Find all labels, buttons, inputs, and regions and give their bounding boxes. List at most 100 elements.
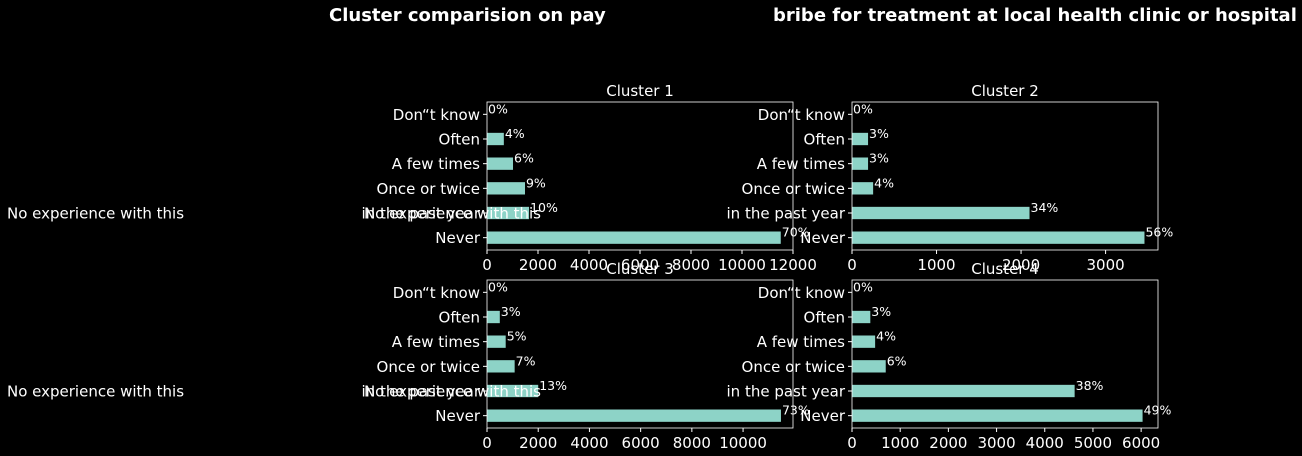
- overlay-category-label: No experience with this: [7, 205, 184, 223]
- x-tick-label: 0: [482, 434, 492, 452]
- y-tick-label: A few times: [392, 333, 480, 351]
- y-tick-label: A few times: [757, 155, 845, 173]
- y-tick-label: Once or twice: [742, 180, 845, 198]
- bar-percent-label: 6%: [514, 151, 534, 166]
- bar-percent-label: 34%: [1031, 200, 1059, 215]
- y-tick-label: Never: [800, 407, 846, 425]
- bar: [487, 310, 500, 324]
- y-tick-label: Once or twice: [377, 358, 480, 376]
- bar-percent-label: 5%: [507, 329, 527, 344]
- x-tick-label: 4000: [570, 256, 608, 274]
- bar: [852, 182, 874, 195]
- bar: [852, 384, 1075, 398]
- y-tick-label: Often: [804, 131, 845, 149]
- x-tick-label: 3000: [1086, 256, 1124, 274]
- x-tick-label: 8000: [672, 256, 710, 274]
- overlay-category-label: No experience with this: [7, 383, 184, 401]
- bar: [852, 409, 1143, 422]
- subplot-title: Cluster 4: [971, 260, 1039, 278]
- x-tick-label: 4000: [570, 434, 608, 452]
- y-tick-label: Often: [439, 309, 480, 327]
- bar-percent-label: 56%: [1145, 225, 1173, 240]
- subplot-title: Cluster 1: [606, 82, 674, 100]
- y-tick-label: Once or twice: [742, 358, 845, 376]
- x-tick-label: 6000: [622, 434, 660, 452]
- x-tick-label: 3000: [977, 434, 1015, 452]
- y-tick-label: in the past year: [727, 205, 846, 223]
- figure-title-left: Cluster comparision on pay: [329, 5, 606, 26]
- bar: [852, 335, 876, 348]
- bar: [487, 157, 514, 170]
- y-tick-label: in the past year: [727, 383, 846, 401]
- y-tick-label: in the past year: [362, 205, 481, 223]
- y-tick-label: Often: [804, 309, 845, 327]
- overlay-category-label: No experience with this: [364, 383, 541, 401]
- bar-percent-label: 70%: [782, 225, 810, 240]
- subplot-title: Cluster 2: [971, 82, 1039, 100]
- x-tick-label: 2000: [929, 434, 967, 452]
- y-tick-label: Never: [800, 229, 846, 247]
- bar-percent-label: 0%: [488, 279, 508, 294]
- x-tick-label: 6000: [621, 256, 659, 274]
- y-tick-label: Don“t know: [393, 284, 480, 302]
- axes-frame: [851, 279, 1159, 429]
- bar: [487, 360, 515, 373]
- axes-frame: [486, 279, 794, 429]
- bar-percent-label: 9%: [526, 175, 546, 190]
- y-tick-label: Don“t know: [393, 106, 480, 124]
- y-tick-label: Never: [435, 229, 481, 247]
- y-tick-label: in the past year: [362, 383, 481, 401]
- bar-percent-label: 0%: [853, 101, 873, 116]
- bar-percent-label: 49%: [1144, 403, 1172, 418]
- y-tick-label: A few times: [757, 333, 845, 351]
- bar-percent-label: 38%: [1076, 378, 1104, 393]
- x-tick-label: 2000: [519, 256, 557, 274]
- x-tick-label: 2000: [519, 434, 557, 452]
- y-tick-label: Don“t know: [758, 284, 845, 302]
- bar-percent-label: 0%: [853, 279, 873, 294]
- x-tick-label: 2000: [1002, 256, 1040, 274]
- bar-percent-label: 4%: [505, 126, 525, 141]
- figure-title-right: bribe for treatment at local health clin…: [773, 5, 1297, 26]
- chart-panel: 70% Never 10% in the past year 9% Once or twi…: [7, 82, 817, 274]
- bar: [487, 384, 539, 398]
- bar: [852, 206, 1030, 220]
- axes-frame: [851, 101, 1159, 251]
- bar-percent-label: 0%: [488, 101, 508, 116]
- bar-percent-label: 3%: [869, 151, 889, 166]
- x-tick-label: 0: [482, 256, 492, 274]
- bar: [852, 231, 1145, 244]
- x-tick-label: 8000: [673, 434, 711, 452]
- bar: [487, 231, 781, 244]
- x-tick-label: 12000: [769, 256, 817, 274]
- y-tick-label: Often: [439, 131, 480, 149]
- y-tick-label: Once or twice: [377, 180, 480, 198]
- bar: [487, 409, 781, 422]
- x-tick-label: 10000: [719, 434, 767, 452]
- overlay-category-label: No experience with this: [364, 205, 541, 223]
- bar: [487, 206, 530, 220]
- subplot-title: Cluster 3: [606, 260, 674, 278]
- bar-percent-label: 3%: [871, 304, 891, 319]
- x-tick-label: 1000: [881, 434, 919, 452]
- bar: [852, 157, 869, 170]
- bar-percent-label: 3%: [501, 304, 521, 319]
- x-tick-label: 1000: [917, 256, 955, 274]
- y-tick-label: Don“t know: [758, 106, 845, 124]
- bar-percent-label: 13%: [539, 378, 567, 393]
- x-tick-label: 5000: [1074, 434, 1112, 452]
- chart-panel: 56% Never 34% in the past year 4% Once or twi…: [727, 82, 1174, 274]
- chart-panel: 73% Never 13% in the past year 7% Once or twi…: [7, 260, 810, 452]
- x-tick-label: 0: [847, 256, 857, 274]
- x-tick-label: 4000: [1026, 434, 1064, 452]
- y-tick-label: Never: [435, 407, 481, 425]
- bar: [487, 182, 525, 195]
- bar-percent-label: 6%: [887, 353, 907, 368]
- bar-percent-label: 73%: [782, 403, 810, 418]
- bar-percent-label: 4%: [876, 329, 896, 344]
- bar-percent-label: 3%: [869, 126, 889, 141]
- x-tick-label: 6000: [1122, 434, 1160, 452]
- bar: [487, 132, 504, 146]
